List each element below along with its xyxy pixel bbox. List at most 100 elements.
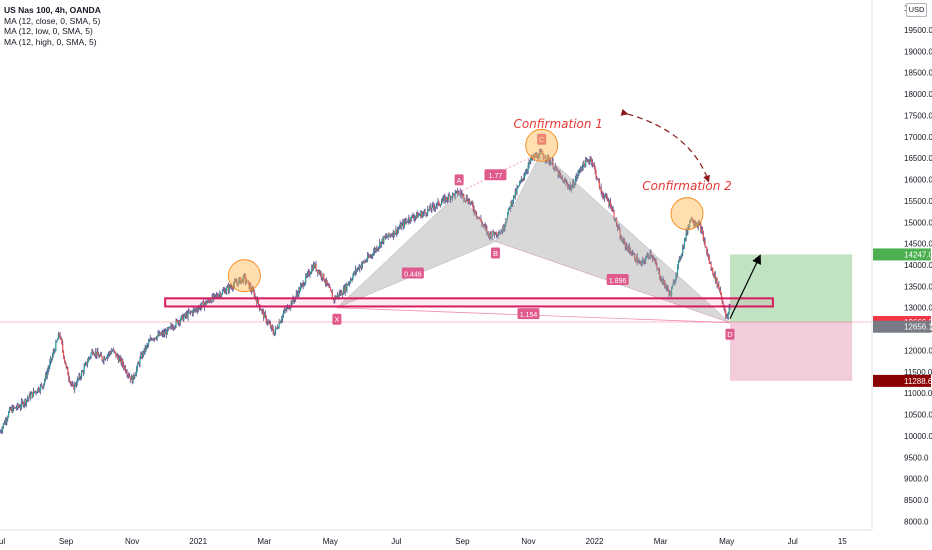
ratio-label[interactable]: 0.446 <box>404 271 422 278</box>
ratio-label-bg[interactable] <box>401 267 424 279</box>
candle-body <box>728 306 730 313</box>
candle-body <box>172 327 174 329</box>
candle-body <box>124 366 126 372</box>
candle-body <box>542 151 544 155</box>
candle-body <box>127 374 129 376</box>
candle-body <box>649 252 651 257</box>
candle-body <box>320 272 322 278</box>
candle-body <box>284 309 286 311</box>
candle-body <box>505 221 507 224</box>
point-label-bg[interactable] <box>725 328 735 340</box>
point-label[interactable]: X <box>334 315 339 324</box>
candle-body <box>629 250 631 254</box>
annotation-confirmation-2[interactable]: Confirmation 2 <box>642 179 732 193</box>
symbol-title[interactable]: US Nas 100, 4h, OANDA <box>4 5 101 15</box>
candle-body <box>724 308 726 310</box>
point-label[interactable]: D <box>727 330 733 339</box>
ratio-label[interactable]: 1.154 <box>520 312 538 319</box>
candle-body <box>60 338 62 340</box>
ratio-label-bg[interactable] <box>517 308 540 320</box>
candle-body <box>645 258 647 262</box>
candle-body <box>233 281 236 285</box>
candle-body <box>525 171 528 173</box>
zones <box>729 254 853 381</box>
candle-body <box>13 406 15 409</box>
point-label-bg[interactable] <box>454 174 464 186</box>
ratio-label[interactable]: 1.896 <box>609 278 627 285</box>
ratio-label[interactable]: 1.77 <box>489 173 503 180</box>
candle-body <box>712 268 714 275</box>
pattern-triangle-bcd[interactable] <box>495 151 731 323</box>
candle-body <box>571 186 573 190</box>
candle-body <box>323 273 325 280</box>
target-zone[interactable] <box>729 254 853 323</box>
candle-body <box>136 363 139 369</box>
candle-body <box>443 196 445 198</box>
candle-body <box>161 332 163 334</box>
candle-body <box>278 322 280 328</box>
candle-body <box>186 313 188 318</box>
ratio-label-bg[interactable] <box>606 273 629 285</box>
candle-body <box>133 374 135 378</box>
candle-body <box>311 267 313 273</box>
candle-body <box>72 384 74 386</box>
candle-body <box>362 261 364 263</box>
point-label[interactable]: A <box>457 176 462 185</box>
candle-body <box>586 160 589 161</box>
candle-body <box>391 235 394 237</box>
confirmation-circle-1[interactable] <box>228 259 261 293</box>
candle-body <box>539 151 541 153</box>
candle-body <box>453 193 455 197</box>
candle-body <box>209 301 212 303</box>
candle-body <box>109 352 111 353</box>
ma-close-label[interactable]: MA (12, close, 0, SMA, 5) <box>4 15 101 26</box>
candle-body <box>677 261 680 266</box>
candle-body <box>352 275 354 280</box>
y-tick-label: 10000.0 <box>904 432 932 441</box>
candle-body <box>485 227 487 229</box>
pattern-triangle-xab[interactable] <box>336 191 496 308</box>
ratio-label-bg[interactable] <box>484 169 507 181</box>
candle-body <box>181 315 183 317</box>
candle-body <box>607 199 609 202</box>
point-label[interactable]: B <box>493 249 498 258</box>
candle-body <box>328 285 330 288</box>
support-zone[interactable] <box>164 297 774 308</box>
candle-body <box>664 280 666 285</box>
candle-body <box>325 280 327 284</box>
stop-zone[interactable] <box>729 322 853 381</box>
y-tick-label: 15500.0 <box>904 197 932 206</box>
candle-body <box>359 266 361 270</box>
candle-body <box>521 178 523 180</box>
candle-body <box>197 308 199 311</box>
candle-body <box>62 350 65 358</box>
confirmation-circle-2[interactable] <box>525 128 559 162</box>
ma-low-label[interactable]: MA (12, low, 0, SMA, 5) <box>4 26 93 36</box>
point-label-bg[interactable] <box>537 133 547 145</box>
ma-high-label[interactable]: MA (12, high, 0, SMA, 5) <box>4 36 97 47</box>
point-label[interactable]: C <box>539 135 545 144</box>
candle-body <box>2 423 5 427</box>
candle-body <box>353 272 355 276</box>
point-label-bg[interactable] <box>490 247 500 259</box>
candle-body <box>137 363 139 365</box>
candle-body <box>305 275 308 277</box>
candle-body <box>102 360 104 362</box>
candle-body <box>579 169 582 171</box>
candle-body <box>171 325 173 328</box>
candle-body <box>573 184 576 187</box>
candle-body <box>603 196 605 199</box>
candle-body <box>66 366 68 369</box>
candle-body <box>232 284 235 289</box>
annotation-confirmation-1[interactable]: Confirmation 1 <box>513 117 603 131</box>
candle-body <box>425 212 427 215</box>
candle-body <box>599 187 601 189</box>
candle-body <box>577 173 579 177</box>
candle-body <box>268 321 270 324</box>
candle-body <box>54 350 56 352</box>
confirmation-circle-3[interactable] <box>670 197 704 231</box>
candle-body <box>652 259 655 260</box>
candle-body <box>503 227 505 231</box>
currency-button[interactable]: USD <box>906 3 927 17</box>
